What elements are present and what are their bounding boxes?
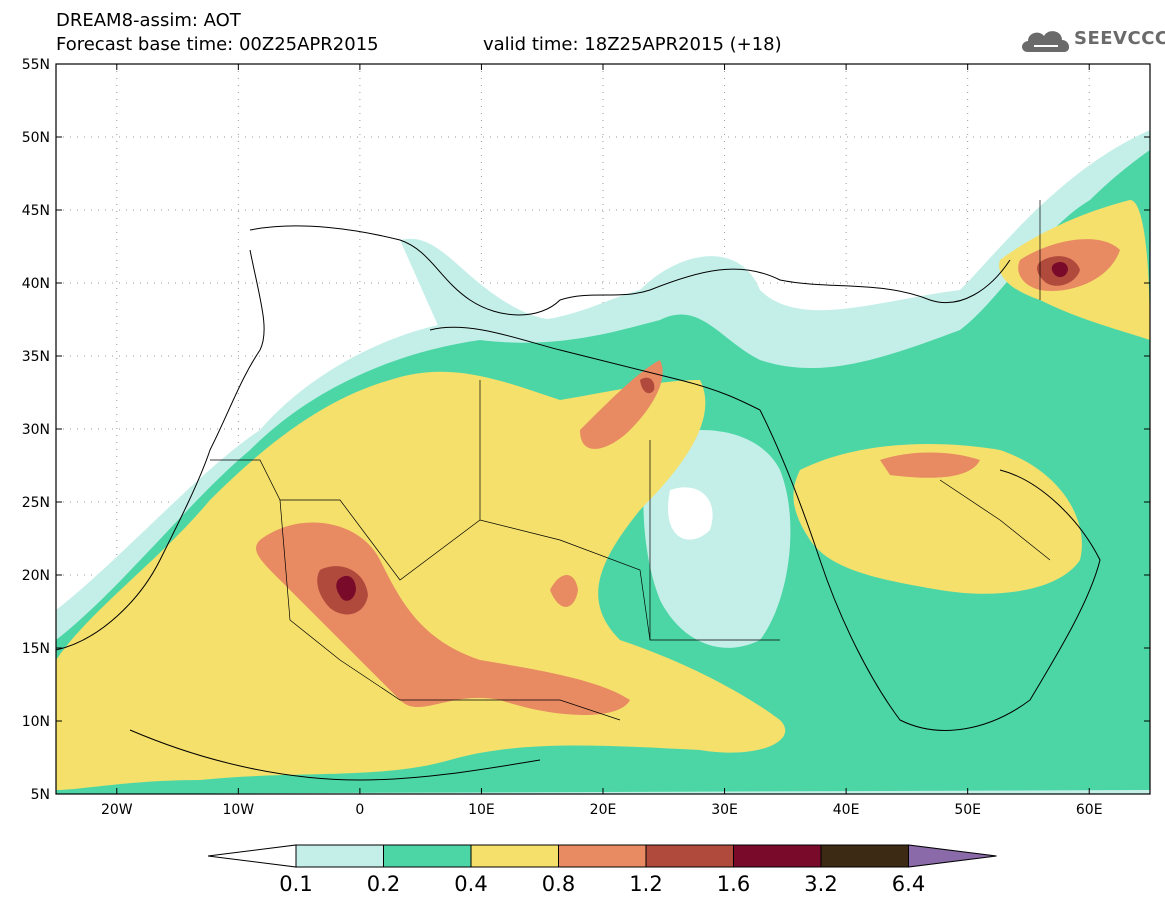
colorbar-swatch — [470, 844, 559, 868]
forecast-base-time: Forecast base time: 00Z25APR2015 — [56, 34, 379, 55]
colorbar-level-label: 0.1 — [279, 872, 312, 896]
lat-tick-label: 45N — [22, 203, 50, 219]
lon-tick-label: 50E — [954, 802, 981, 818]
coastlines — [56, 225, 1101, 781]
latitude-labels: 55N 50N 45N 40N 35N 30N 25N 20N 15N 10N 5N — [22, 57, 50, 803]
lat-tick-label: 30N — [22, 422, 50, 438]
colorbar: 0.1 0.2 0.4 0.8 1.2 1.6 3.2 6.4 — [207, 844, 997, 896]
lat-tick-label: 55N — [22, 57, 50, 73]
colorbar-level-label: 0.4 — [454, 872, 487, 896]
axis-ticks — [56, 63, 1150, 795]
colorbar-swatch — [733, 844, 822, 868]
aot-contour-0-1-greece — [400, 238, 640, 360]
lat-tick-label: 50N — [22, 130, 50, 146]
lat-tick-label: 25N — [22, 495, 50, 511]
aot-contour-0-8-chad — [550, 575, 578, 607]
colorbar-level-label: 3.2 — [804, 872, 837, 896]
lat-tick-label: 10N — [22, 714, 50, 730]
lat-tick-label: 35N — [22, 349, 50, 365]
lat-tick-label: 5N — [31, 787, 50, 803]
country-borders — [210, 200, 1051, 721]
valid-time: valid time: 18Z25APR2015 (+18) — [483, 34, 782, 55]
colorbar-swatch — [820, 844, 909, 868]
aot-contour-1-6-caspian — [1051, 262, 1068, 278]
lat-tick-label: 15N — [22, 641, 50, 657]
aot-contour-0-4-arabia — [793, 444, 1082, 594]
lon-tick-label: 0 — [355, 802, 364, 818]
aot-field — [56, 130, 1150, 794]
lon-tick-label: 60E — [1076, 802, 1103, 818]
lon-tick-label: 20E — [590, 802, 617, 818]
lat-tick-label: 20N — [22, 568, 50, 584]
aot-map: 55N 50N 45N 40N 35N 30N 25N 20N 15N 10N 5N 20W 10W 0… — [22, 57, 1151, 818]
colorbar-swatch — [558, 844, 647, 868]
aot-hole-egypt — [643, 430, 791, 648]
lon-tick-label: 30E — [711, 802, 738, 818]
colorbar-level-label: 0.8 — [542, 872, 575, 896]
chart-title: DREAM8-assim: AOT — [56, 10, 241, 31]
colorbar-swatch — [383, 844, 472, 868]
lon-tick-label: 10E — [468, 802, 495, 818]
colorbar-under-triangle — [207, 844, 297, 868]
colorbar-level-label: 1.6 — [717, 872, 750, 896]
colorbar-level-label: 0.2 — [367, 872, 400, 896]
colorbar-swatch — [645, 844, 734, 868]
colorbar-over-triangle — [908, 844, 997, 868]
aot-hole-egypt-inner — [668, 487, 713, 540]
aot-contour-1-6-mali — [336, 575, 356, 601]
aot-contour-1-2-libya — [640, 377, 655, 394]
lon-tick-label: 20W — [101, 802, 133, 818]
colorbar-swatch — [295, 844, 384, 868]
aot-contour-0-4 — [56, 371, 786, 790]
logo-text: SEEVCCC — [1074, 28, 1165, 49]
aot-contour-0-8-arabia — [880, 452, 980, 478]
lat-tick-label: 40N — [22, 276, 50, 292]
colorbar-level-label: 6.4 — [892, 872, 925, 896]
longitude-labels: 20W 10W 0 10E 20E 30E 40E 50E 60E — [101, 802, 1103, 818]
lon-tick-label: 40E — [833, 802, 860, 818]
colorbar-level-label: 1.2 — [629, 872, 662, 896]
cloud-icon — [1022, 31, 1070, 52]
lon-tick-label: 10W — [222, 802, 254, 818]
